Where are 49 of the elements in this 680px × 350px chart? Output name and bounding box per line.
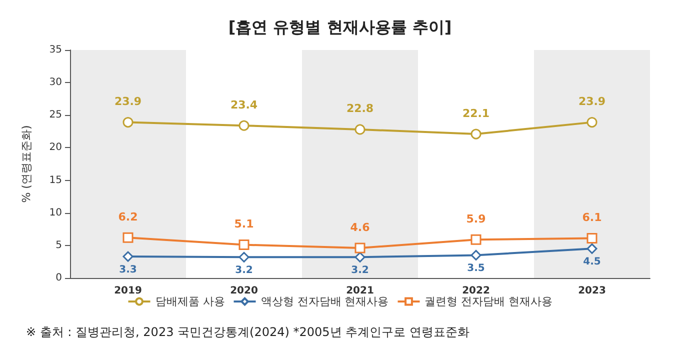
y-tick-label: 0: [56, 272, 62, 284]
x-tick-label: 2023: [578, 286, 606, 296]
y-tick-label: 15: [49, 174, 62, 186]
point: [470, 128, 482, 140]
point: [238, 120, 250, 131]
point: [238, 240, 250, 250]
y-tick-label: 25: [49, 110, 62, 121]
y-tick-label: 10: [49, 207, 62, 218]
data-label: 6.2: [118, 210, 138, 224]
data-label: 3.2: [351, 264, 369, 276]
x-tick-label: 2021: [346, 286, 374, 296]
data-label: 3.3: [119, 264, 137, 276]
data-label: 5.1: [234, 218, 254, 231]
data-label: 23.9: [114, 95, 142, 108]
point: [122, 117, 134, 128]
data-label: 6.1: [582, 211, 602, 224]
y-axis-title: % (연령표준화): [20, 125, 33, 203]
data-label: 3.5: [467, 262, 485, 274]
point: [586, 243, 598, 254]
data-label: 23.9: [578, 95, 606, 108]
y-tick-label: 20: [49, 142, 62, 154]
point: [470, 234, 482, 245]
y-tick-label: 30: [49, 77, 62, 88]
text: ※ 출처 : 질병관리청, 2023 국민건강통계(2024) *2005년 추계인구로 연령표준화: [26, 325, 470, 339]
data-label: 22.8: [346, 102, 374, 116]
x-tick-label: 2020: [230, 286, 258, 296]
data-label: 23.4: [230, 98, 258, 112]
data-label: 5.9: [466, 212, 486, 226]
data-label: 4.6: [350, 220, 370, 234]
point: [586, 233, 598, 244]
y-tick-label: 35: [49, 44, 62, 56]
legend-label: 궐련형 전자담배 현재사용: [424, 295, 553, 308]
legend-label: 액상형 전자담배 현재사용: [260, 295, 389, 308]
point: [354, 124, 366, 135]
chart-title: [흡연 유형별 현재사용률 추이]: [228, 18, 452, 36]
point: [354, 252, 366, 262]
x-tick-label: 2022: [462, 286, 490, 296]
point: [354, 242, 366, 254]
point: [586, 117, 598, 128]
point: [122, 232, 134, 243]
data-label: 4.5: [583, 256, 601, 268]
x-tick-label: 2019: [114, 286, 142, 296]
data-label: 3.2: [235, 264, 253, 276]
point: [470, 250, 482, 260]
point: [122, 251, 134, 262]
data-label: 22.1: [462, 106, 490, 120]
point: [238, 252, 250, 262]
y-tick-label: 5: [56, 240, 62, 251]
legend-label: 담배제품 사용: [155, 295, 225, 308]
